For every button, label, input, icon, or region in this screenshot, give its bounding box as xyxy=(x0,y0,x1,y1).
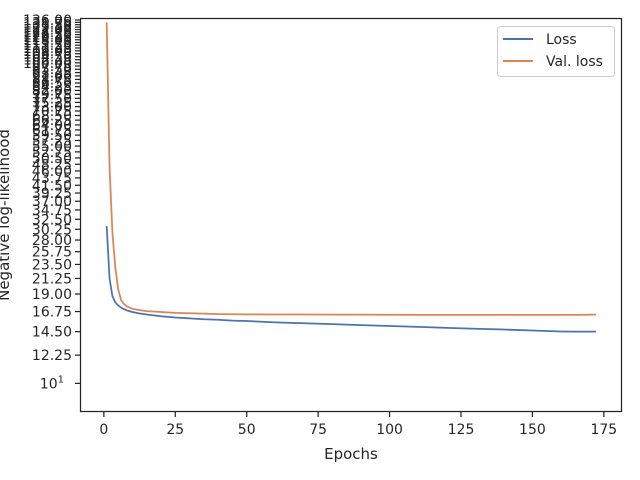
y-tick-label: 16.75 xyxy=(32,305,72,321)
series-line-val-loss xyxy=(105,22,597,316)
legend: Loss Val. loss xyxy=(497,26,615,77)
y-tick-label: 39.25 xyxy=(32,186,72,202)
y-tick-label: 113.50 xyxy=(23,38,72,54)
y-tick-label: 32.50 xyxy=(32,212,72,228)
y-tick-label: 120.25 xyxy=(23,30,72,46)
series-line-loss xyxy=(105,225,597,333)
x-tick-label: 0 xyxy=(99,422,108,438)
y-tick-label: 41.50 xyxy=(32,178,72,194)
plot-frame xyxy=(79,17,623,413)
y-tick-label: 64.00 xyxy=(32,118,72,134)
x-tick-label: 25 xyxy=(166,422,184,438)
y-tick-label: 75.25 xyxy=(32,95,72,111)
y-tick-label: 21.25 xyxy=(32,271,72,287)
y-tick-label: 104.50 xyxy=(23,50,72,66)
y-tick-label: 73.00 xyxy=(32,100,72,116)
y-tick-label: 100.00 xyxy=(23,56,72,72)
y-tick-label: 133.75 xyxy=(23,15,72,31)
y-tick-label: 91.00 xyxy=(32,69,72,85)
x-tick-label: 125 xyxy=(448,422,475,438)
y-tick-label: 95.50 xyxy=(32,62,72,78)
y-tick-label: 131.50 xyxy=(23,18,72,34)
y-tick-label: 77.50 xyxy=(32,91,72,107)
y-tick-label: 70.75 xyxy=(32,104,72,120)
y-tick-label: 61.75 xyxy=(32,123,72,139)
y-tick-label: 19.00 xyxy=(32,287,72,303)
y-tick-label: 52.75 xyxy=(32,145,72,161)
y-tick-label: 97.75 xyxy=(32,59,72,75)
y-tick-label: 109.00 xyxy=(23,44,72,60)
y-tick-label: 102.25 xyxy=(23,53,72,69)
y-tick-label: 136.00 xyxy=(23,13,72,29)
x-tick-label: 50 xyxy=(238,422,256,438)
y-tick-label: 28.00 xyxy=(32,233,72,249)
y-tick-label: 124.75 xyxy=(23,25,72,41)
y-axis-ticks: 101 12.25 14.50 16.75 19.0021.2523.5025.7528… xyxy=(23,13,81,392)
y-axis-label: Negative log-likelihood xyxy=(0,129,13,301)
y-tick-label: 127.00 xyxy=(23,23,72,39)
y-tick-label: 115.75 xyxy=(23,35,72,51)
y-tick-label: 82.00 xyxy=(32,83,72,99)
x-tick-label: 75 xyxy=(309,422,327,438)
y-tick-label: 30.25 xyxy=(32,222,72,238)
y-tick-label: 43.75 xyxy=(32,171,72,187)
y-tick-label: 101 xyxy=(40,374,64,392)
x-tick-label: 150 xyxy=(519,422,546,438)
y-tick-label: 79.75 xyxy=(32,87,72,103)
x-tick-label: 100 xyxy=(376,422,403,438)
y-tick-label: 59.50 xyxy=(32,128,72,144)
x-tick-label: 175 xyxy=(590,422,617,438)
x-axis-label: Epochs xyxy=(324,445,378,463)
y-tick-label: 50.50 xyxy=(32,151,72,167)
y-tick-label: 37.00 xyxy=(32,194,72,210)
y-tick-label: 34.75 xyxy=(32,203,72,219)
y-tick-label: 106.75 xyxy=(23,47,72,63)
x-axis-ticks: 0 25 50 75 100 125 150 175 xyxy=(99,411,617,438)
y-tick-label: 25.75 xyxy=(32,245,72,261)
y-tick-label: 118.00 xyxy=(23,33,72,49)
y-tick-label: 129.25 xyxy=(23,20,72,36)
y-tick-label: 14.50 xyxy=(32,325,72,341)
plot-lines xyxy=(105,22,597,333)
legend-label-loss: Loss xyxy=(546,32,577,48)
y-tick-label: 86.50 xyxy=(32,76,72,92)
legend-label-val-loss: Val. loss xyxy=(546,54,603,70)
y-tick-label: 111.25 xyxy=(23,41,72,57)
y-tick-label: 48.25 xyxy=(32,157,72,173)
y-tick-label: 46.00 xyxy=(32,164,72,180)
y-tick-label: 93.25 xyxy=(32,66,72,82)
y-tick-label: 122.50 xyxy=(23,28,72,44)
y-tick-label: 23.50 xyxy=(32,257,72,273)
y-tick-label: 68.50 xyxy=(32,108,72,124)
y-tick-label: 55.00 xyxy=(32,139,72,155)
y-tick-label: 84.25 xyxy=(32,80,72,96)
y-tick-label: 66.25 xyxy=(32,113,72,129)
y-tick-label: 88.75 xyxy=(32,72,72,88)
y-tick-label: 57.25 xyxy=(32,133,72,149)
y-tick-label: 12.25 xyxy=(32,348,72,364)
